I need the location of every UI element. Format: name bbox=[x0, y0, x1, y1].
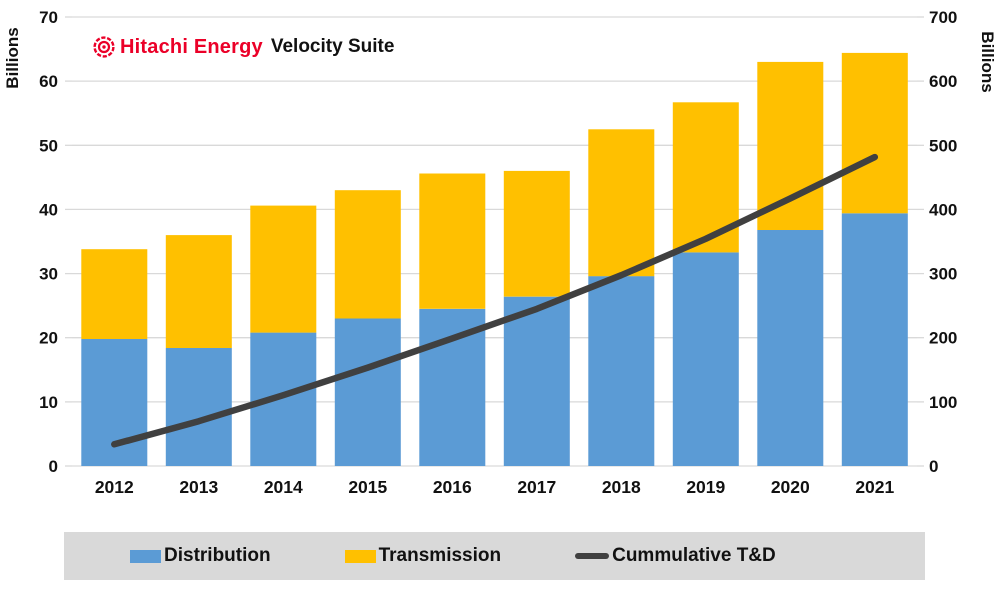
x-axis-label-2020: 2020 bbox=[771, 477, 810, 497]
left-axis-tick-label: 40 bbox=[39, 200, 58, 219]
x-axis-label-2013: 2013 bbox=[179, 477, 218, 497]
bar-transmission-2015 bbox=[334, 190, 401, 319]
legend: Distribution Transmission Cummulative T&… bbox=[64, 532, 925, 580]
legend-label: Distribution bbox=[164, 545, 271, 566]
brand-name: Hitachi Energy bbox=[120, 35, 263, 58]
cumulative-line-swatch bbox=[575, 553, 610, 559]
bar-transmission-2020 bbox=[757, 61, 824, 231]
x-axis-label-2019: 2019 bbox=[686, 477, 725, 497]
bar-transmission-2013 bbox=[165, 235, 232, 348]
right-axis-tick-label: 500 bbox=[929, 136, 957, 155]
left-axis-tick-label: 70 bbox=[39, 8, 58, 27]
right-axis-tick-label: 200 bbox=[929, 329, 957, 348]
bar-distribution-2013 bbox=[165, 348, 232, 466]
left-axis-tick-label: 60 bbox=[39, 72, 58, 91]
left-axis-tick-label: 20 bbox=[39, 329, 58, 348]
legend-item-transmission: Transmission bbox=[344, 545, 502, 567]
left-axis-tick-label: 50 bbox=[39, 136, 58, 155]
x-axis-label-2018: 2018 bbox=[602, 477, 641, 497]
bar-distribution-2015 bbox=[334, 318, 401, 466]
x-axis-label-2015: 2015 bbox=[348, 477, 387, 497]
bar-transmission-2017 bbox=[503, 170, 570, 297]
left-axis-tick-label: 0 bbox=[49, 457, 58, 476]
right-axis-tick-label: 700 bbox=[929, 8, 957, 27]
transmission-swatch bbox=[344, 549, 376, 563]
left-axis-tick-label: 30 bbox=[39, 265, 58, 284]
bar-transmission-2021 bbox=[841, 52, 908, 214]
right-axis-tick-label: 300 bbox=[929, 265, 957, 284]
x-axis-label-2016: 2016 bbox=[433, 477, 472, 497]
right-axis-tick-label: 100 bbox=[929, 393, 957, 412]
x-axis-label-2012: 2012 bbox=[95, 477, 134, 497]
bar-transmission-2014 bbox=[250, 205, 317, 333]
distribution-swatch bbox=[130, 549, 161, 563]
bar-transmission-2018 bbox=[588, 129, 655, 277]
bar-distribution-2021 bbox=[841, 213, 908, 466]
bar-transmission-2016 bbox=[419, 173, 486, 309]
bar-distribution-2017 bbox=[503, 296, 570, 466]
x-axis-label-2021: 2021 bbox=[855, 477, 894, 497]
cumulative-td-line bbox=[111, 153, 879, 448]
x-axis-label-2017: 2017 bbox=[517, 477, 556, 497]
right-axis-tick-label: 600 bbox=[929, 72, 957, 91]
bar-distribution-2020 bbox=[757, 230, 824, 466]
legend-label: Transmission bbox=[378, 545, 502, 566]
legend-item-distribution: Distribution bbox=[130, 545, 271, 567]
legend-label: Cummulative T&D bbox=[612, 545, 776, 566]
brand-logo: Hitachi Energy Velocity Suite bbox=[92, 35, 394, 59]
bar-distribution-2019 bbox=[672, 252, 739, 466]
x-axis-label-2014: 2014 bbox=[264, 477, 303, 497]
plot-area: 0 0 10 100 20 200 30 300 40 400 50 500 60 600 70 700 201… bbox=[39, 8, 957, 497]
legend-item-cumulative-td: Cummulative T&D bbox=[575, 545, 776, 567]
left-axis-tick-label: 10 bbox=[39, 393, 58, 412]
right-axis-tick-label: 400 bbox=[929, 200, 957, 219]
hitachi-energy-logo-icon bbox=[93, 36, 115, 58]
bar-distribution-2018 bbox=[588, 276, 655, 466]
bar-transmission-2012 bbox=[81, 249, 148, 339]
right-axis-tick-label: 0 bbox=[929, 457, 938, 476]
product-name: Velocity Suite bbox=[270, 36, 395, 57]
